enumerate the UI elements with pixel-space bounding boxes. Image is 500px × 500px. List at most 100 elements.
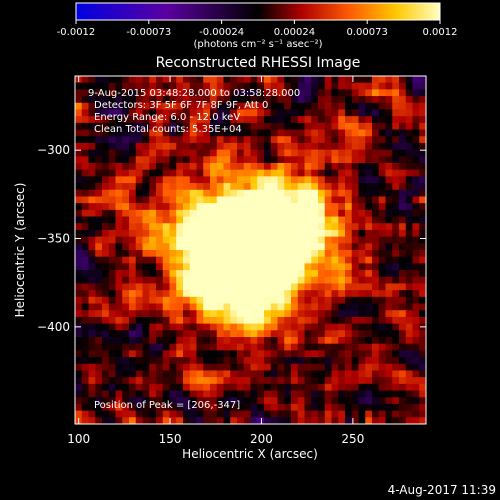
- heatmap-cell: [210, 176, 218, 184]
- heatmap-cell: [365, 89, 373, 97]
- heatmap-cell: [81, 223, 89, 231]
- heatmap-cell: [176, 96, 184, 104]
- heatmap-cell: [331, 142, 339, 151]
- heatmap-cell: [264, 183, 272, 191]
- heatmap-cell: [183, 183, 191, 191]
- heatmap-cell: [264, 310, 272, 318]
- heatmap-cell: [102, 323, 110, 331]
- heatmap-cell: [230, 236, 238, 244]
- heatmap-cell: [399, 229, 407, 238]
- heatmap-cell: [176, 196, 184, 204]
- heatmap-cell: [264, 203, 272, 211]
- heatmap-cell: [230, 163, 238, 171]
- heatmap-cell: [324, 142, 332, 151]
- heatmap-cell: [102, 350, 110, 358]
- heatmap-cell: [250, 243, 258, 251]
- heatmap-cell: [250, 76, 258, 84]
- heatmap-cell: [304, 109, 312, 117]
- heatmap-cell: [189, 343, 197, 351]
- heatmap-cell: [311, 390, 319, 398]
- heatmap-cell: [230, 89, 238, 97]
- heatmap-cell: [358, 377, 366, 385]
- heatmap-cell: [412, 283, 420, 291]
- heatmap-cell: [230, 397, 238, 405]
- heatmap-cell: [297, 296, 305, 304]
- heatmap-cell: [149, 109, 157, 117]
- heatmap-cell: [223, 296, 231, 304]
- heatmap-cell: [88, 76, 96, 84]
- heatmap-cell: [115, 89, 123, 97]
- heatmap-cell: [297, 270, 305, 278]
- heatmap-cell: [81, 363, 89, 371]
- heatmap-cell: [304, 390, 312, 398]
- heatmap-cell: [88, 270, 96, 278]
- heatmap-cell: [291, 383, 299, 391]
- heatmap-cell: [284, 383, 292, 391]
- heatmap-cell: [324, 296, 332, 304]
- heatmap-cell: [243, 136, 251, 144]
- heatmap-cell: [95, 343, 103, 351]
- heatmap-cell: [264, 343, 272, 351]
- heatmap-cell: [304, 142, 312, 151]
- heatmap-cell: [419, 296, 427, 304]
- heatmap-cell: [75, 149, 83, 157]
- heatmap-cell: [372, 417, 380, 425]
- heatmap-cell: [243, 343, 251, 351]
- heatmap-cell: [345, 203, 353, 211]
- heatmap-cell: [108, 343, 116, 351]
- heatmap-cell: [129, 169, 137, 177]
- heatmap-cell: [183, 109, 191, 117]
- heatmap-cell: [95, 96, 103, 104]
- heatmap-cell: [284, 403, 292, 412]
- heatmap-cell: [378, 156, 386, 164]
- heatmap-cell: [230, 377, 238, 385]
- heatmap-cell: [223, 276, 231, 284]
- heatmap-cell: [291, 290, 299, 298]
- heatmap-cell: [88, 316, 96, 325]
- heatmap-cell: [331, 276, 339, 284]
- heatmap-cell: [399, 76, 407, 84]
- heatmap-cell: [324, 397, 332, 405]
- heatmap-cell: [405, 189, 413, 197]
- heatmap-cell: [270, 343, 278, 351]
- heatmap-cell: [405, 209, 413, 217]
- heatmap-cell: [399, 142, 407, 151]
- heatmap-cell: [115, 122, 123, 130]
- heatmap-cell: [270, 310, 278, 318]
- heatmap-cell: [169, 189, 177, 197]
- heatmap-cell: [75, 397, 83, 405]
- heatmap-cell: [378, 229, 386, 238]
- heatmap-cell: [149, 383, 157, 391]
- heatmap-cell: [351, 82, 359, 90]
- heatmap-cell: [351, 136, 359, 144]
- heatmap-cell: [270, 390, 278, 398]
- heatmap-cell: [257, 109, 265, 117]
- heatmap-cell: [156, 290, 164, 298]
- heatmap-cell: [419, 116, 427, 124]
- heatmap-cell: [237, 209, 245, 217]
- heatmap-cell: [345, 156, 353, 164]
- heatmap-cell: [237, 122, 245, 130]
- heatmap-cell: [358, 96, 366, 104]
- axis-ticks: 100 150 200 250−300−350−400: [37, 76, 426, 446]
- heatmap-cell: [257, 223, 265, 231]
- heatmap-cell: [338, 216, 346, 224]
- heatmap-cell: [189, 316, 197, 325]
- heatmap-cell: [392, 377, 400, 385]
- heatmap-cell: [176, 316, 184, 325]
- heatmap-cell: [216, 129, 224, 137]
- heatmap-cell: [243, 243, 251, 251]
- heatmap-cell: [338, 390, 346, 398]
- heatmap-cell: [351, 183, 359, 191]
- heatmap-cell: [405, 397, 413, 405]
- heatmap-cell: [122, 149, 130, 157]
- heatmap-cell: [149, 243, 157, 251]
- heatmap-cell: [250, 363, 258, 371]
- heatmap-cell: [149, 82, 157, 90]
- heatmap-cell: [149, 169, 157, 177]
- heatmap-cell: [291, 149, 299, 157]
- heatmap-cell: [358, 263, 366, 271]
- heatmap-cell: [297, 116, 305, 124]
- heatmap-cell: [318, 189, 326, 197]
- heatmap-cell: [419, 76, 427, 84]
